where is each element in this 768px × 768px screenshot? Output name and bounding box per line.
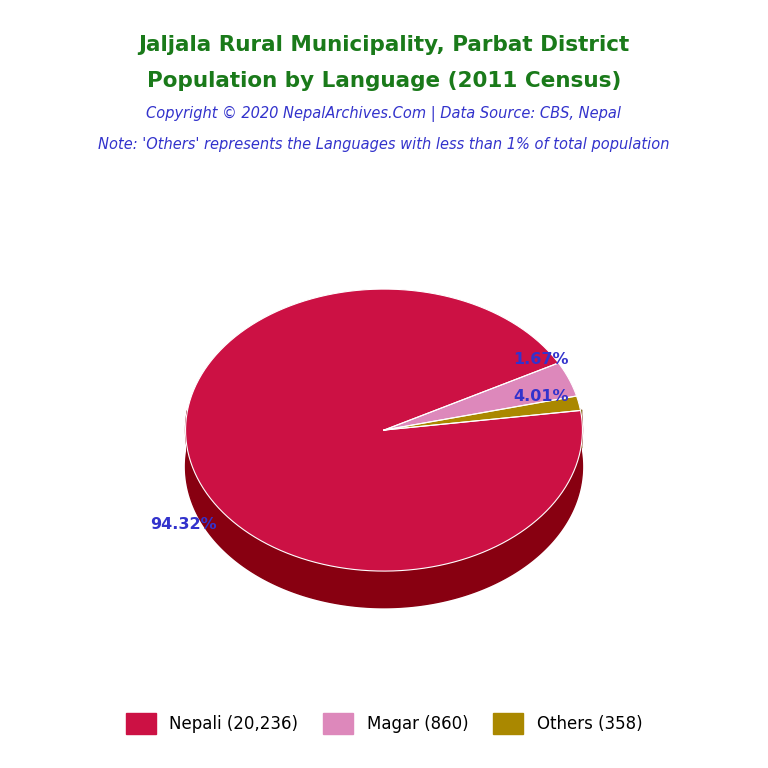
Polygon shape bbox=[186, 289, 582, 571]
Text: 4.01%: 4.01% bbox=[513, 389, 568, 404]
Legend: Nepali (20,236), Magar (860), Others (358): Nepali (20,236), Magar (860), Others (35… bbox=[119, 707, 649, 740]
Text: 94.32%: 94.32% bbox=[150, 517, 217, 531]
Polygon shape bbox=[384, 396, 581, 430]
Text: Note: 'Others' represents the Languages with less than 1% of total population: Note: 'Others' represents the Languages … bbox=[98, 137, 670, 152]
Polygon shape bbox=[186, 410, 582, 607]
Text: Copyright © 2020 NepalArchives.Com | Data Source: CBS, Nepal: Copyright © 2020 NepalArchives.Com | Dat… bbox=[147, 106, 621, 122]
Polygon shape bbox=[384, 363, 577, 430]
Text: Jaljala Rural Municipality, Parbat District: Jaljala Rural Municipality, Parbat Distr… bbox=[138, 35, 630, 55]
Text: 1.67%: 1.67% bbox=[513, 352, 568, 367]
Text: Population by Language (2011 Census): Population by Language (2011 Census) bbox=[147, 71, 621, 91]
